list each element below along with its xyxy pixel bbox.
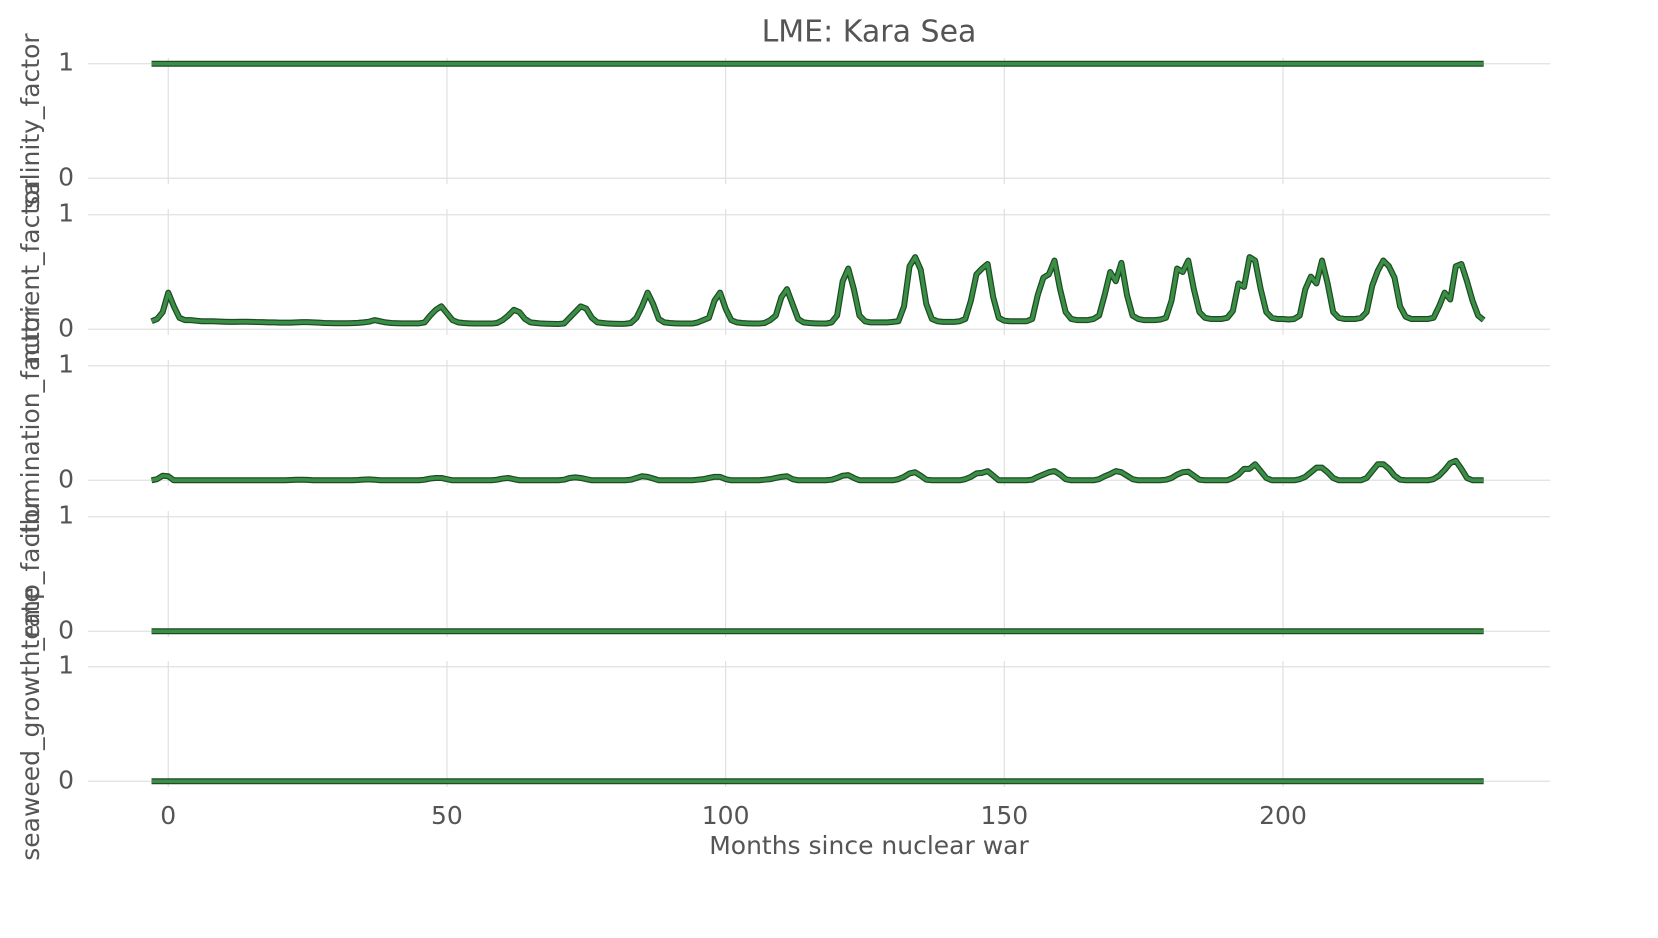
y-axis-label: salinity_factor — [16, 33, 45, 209]
line — [150, 255, 1485, 326]
y-axis-label: temp_factor — [16, 498, 45, 650]
x-tick-label: 50 — [431, 801, 463, 830]
y-tick-label: 0 — [58, 313, 74, 342]
y-axis-label: illumination_factor — [16, 306, 45, 539]
y-tick-label: 1 — [58, 651, 74, 680]
x-tick-label: 0 — [160, 801, 176, 830]
line-outline — [150, 457, 1484, 484]
x-axis-label: Months since nuclear war — [709, 831, 1029, 860]
x-tick-label: 100 — [702, 801, 750, 830]
y-tick-label: 0 — [58, 765, 74, 794]
y-tick-label: 1 — [58, 48, 74, 77]
y-axis-label: seaweed_growth_rate — [16, 587, 45, 861]
y-axis-label: nutrient_factor — [16, 179, 45, 365]
x-tick-label: 150 — [980, 801, 1028, 830]
y-tick-label: 0 — [58, 464, 74, 493]
y-tick-label: 0 — [58, 162, 74, 191]
y-tick-label: 0 — [58, 615, 74, 644]
x-tick-label: 200 — [1259, 801, 1307, 830]
y-tick-label: 1 — [58, 350, 74, 379]
y-tick-label: 1 — [58, 199, 74, 228]
line — [151, 459, 1484, 483]
chart-title: LME: Kara Sea — [762, 15, 977, 50]
line-outline — [150, 254, 1486, 327]
y-tick-label: 1 — [58, 501, 74, 530]
